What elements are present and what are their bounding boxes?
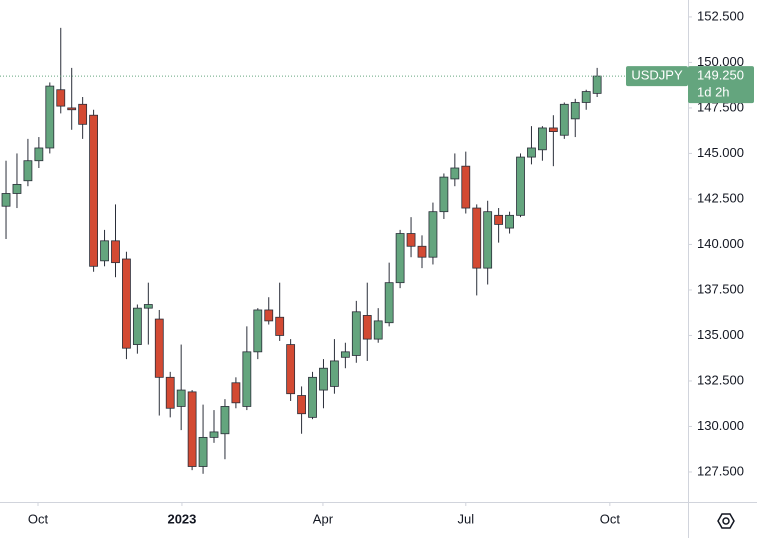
candle-body [548, 127, 558, 132]
candle-body [538, 127, 547, 151]
candle-body [592, 75, 602, 94]
candle-body [340, 351, 350, 358]
candle-body [275, 316, 285, 336]
y-tick-label: 127.500 [697, 463, 744, 478]
x-tick-label: Oct [28, 511, 49, 526]
x-tick-label: Oct [600, 511, 621, 526]
y-tick-label: 135.000 [697, 327, 744, 342]
x-tick-label: Jul [457, 511, 474, 526]
candle-body [165, 376, 175, 409]
y-tick-label: 152.500 [697, 8, 744, 23]
candle-body [143, 304, 153, 309]
candle-body [209, 431, 219, 438]
candle-body [395, 233, 405, 284]
y-tick-label: 145.000 [697, 145, 744, 160]
candle-body [12, 183, 22, 194]
countdown-label: 1d 2h [697, 85, 730, 100]
candle-body [253, 309, 263, 353]
candle-body [78, 103, 88, 125]
candle-body [23, 160, 33, 182]
candle-body [330, 360, 339, 387]
y-tick-label: 147.500 [697, 99, 744, 114]
candle-body [176, 389, 186, 407]
candle-body [264, 309, 274, 322]
candle-body [67, 107, 77, 111]
candle-body [439, 176, 449, 213]
candle-body [1, 193, 11, 207]
candle-body [122, 258, 131, 349]
candle-body [417, 245, 427, 258]
candle-body [319, 367, 328, 391]
candle-body [494, 214, 504, 225]
symbol-label: USDJPY [631, 68, 683, 83]
candle-body [472, 207, 482, 269]
candle-body [100, 240, 109, 262]
candle-body [362, 315, 372, 340]
candle-body [56, 89, 66, 107]
candle-body [154, 318, 164, 378]
candle-body [483, 211, 493, 269]
candle-body [516, 156, 525, 216]
candle-body [384, 282, 394, 324]
candle-body [286, 344, 296, 395]
candle-body [351, 311, 361, 356]
candle-body [198, 436, 208, 467]
candle-body [220, 406, 230, 435]
candle-body [242, 351, 252, 407]
y-tick-label: 150.000 [697, 54, 744, 69]
candle-body [89, 114, 98, 267]
candle-body [581, 91, 591, 103]
candle-body [406, 233, 416, 247]
x-tick-label: Apr [313, 511, 334, 526]
y-tick-label: 130.000 [697, 418, 744, 433]
candle-body [308, 376, 317, 418]
candle-body [570, 102, 580, 120]
x-tick-label: 2023 [167, 511, 196, 526]
settings-icon[interactable] [717, 513, 735, 529]
y-tick-label: 137.500 [697, 281, 744, 296]
candle-body [527, 147, 536, 158]
candle-body [559, 103, 569, 136]
candle-body [45, 85, 55, 149]
y-tick-label: 140.000 [697, 236, 744, 251]
y-tick-label: 142.500 [697, 190, 744, 205]
candle-body [111, 240, 120, 264]
candle-body [132, 307, 142, 345]
candle-body [297, 395, 306, 415]
candle-body [450, 167, 460, 180]
symbol-badge [626, 66, 688, 87]
last-price-label: 149.250 [697, 68, 744, 83]
candle-body [428, 211, 438, 258]
candle-body [34, 147, 44, 162]
candle-body [231, 382, 241, 404]
candle-body [505, 214, 514, 229]
candle-body [187, 391, 197, 467]
price-badge [688, 66, 754, 104]
candle-body [373, 320, 383, 340]
candle-body [461, 165, 471, 209]
y-tick-label: 132.500 [697, 372, 744, 387]
